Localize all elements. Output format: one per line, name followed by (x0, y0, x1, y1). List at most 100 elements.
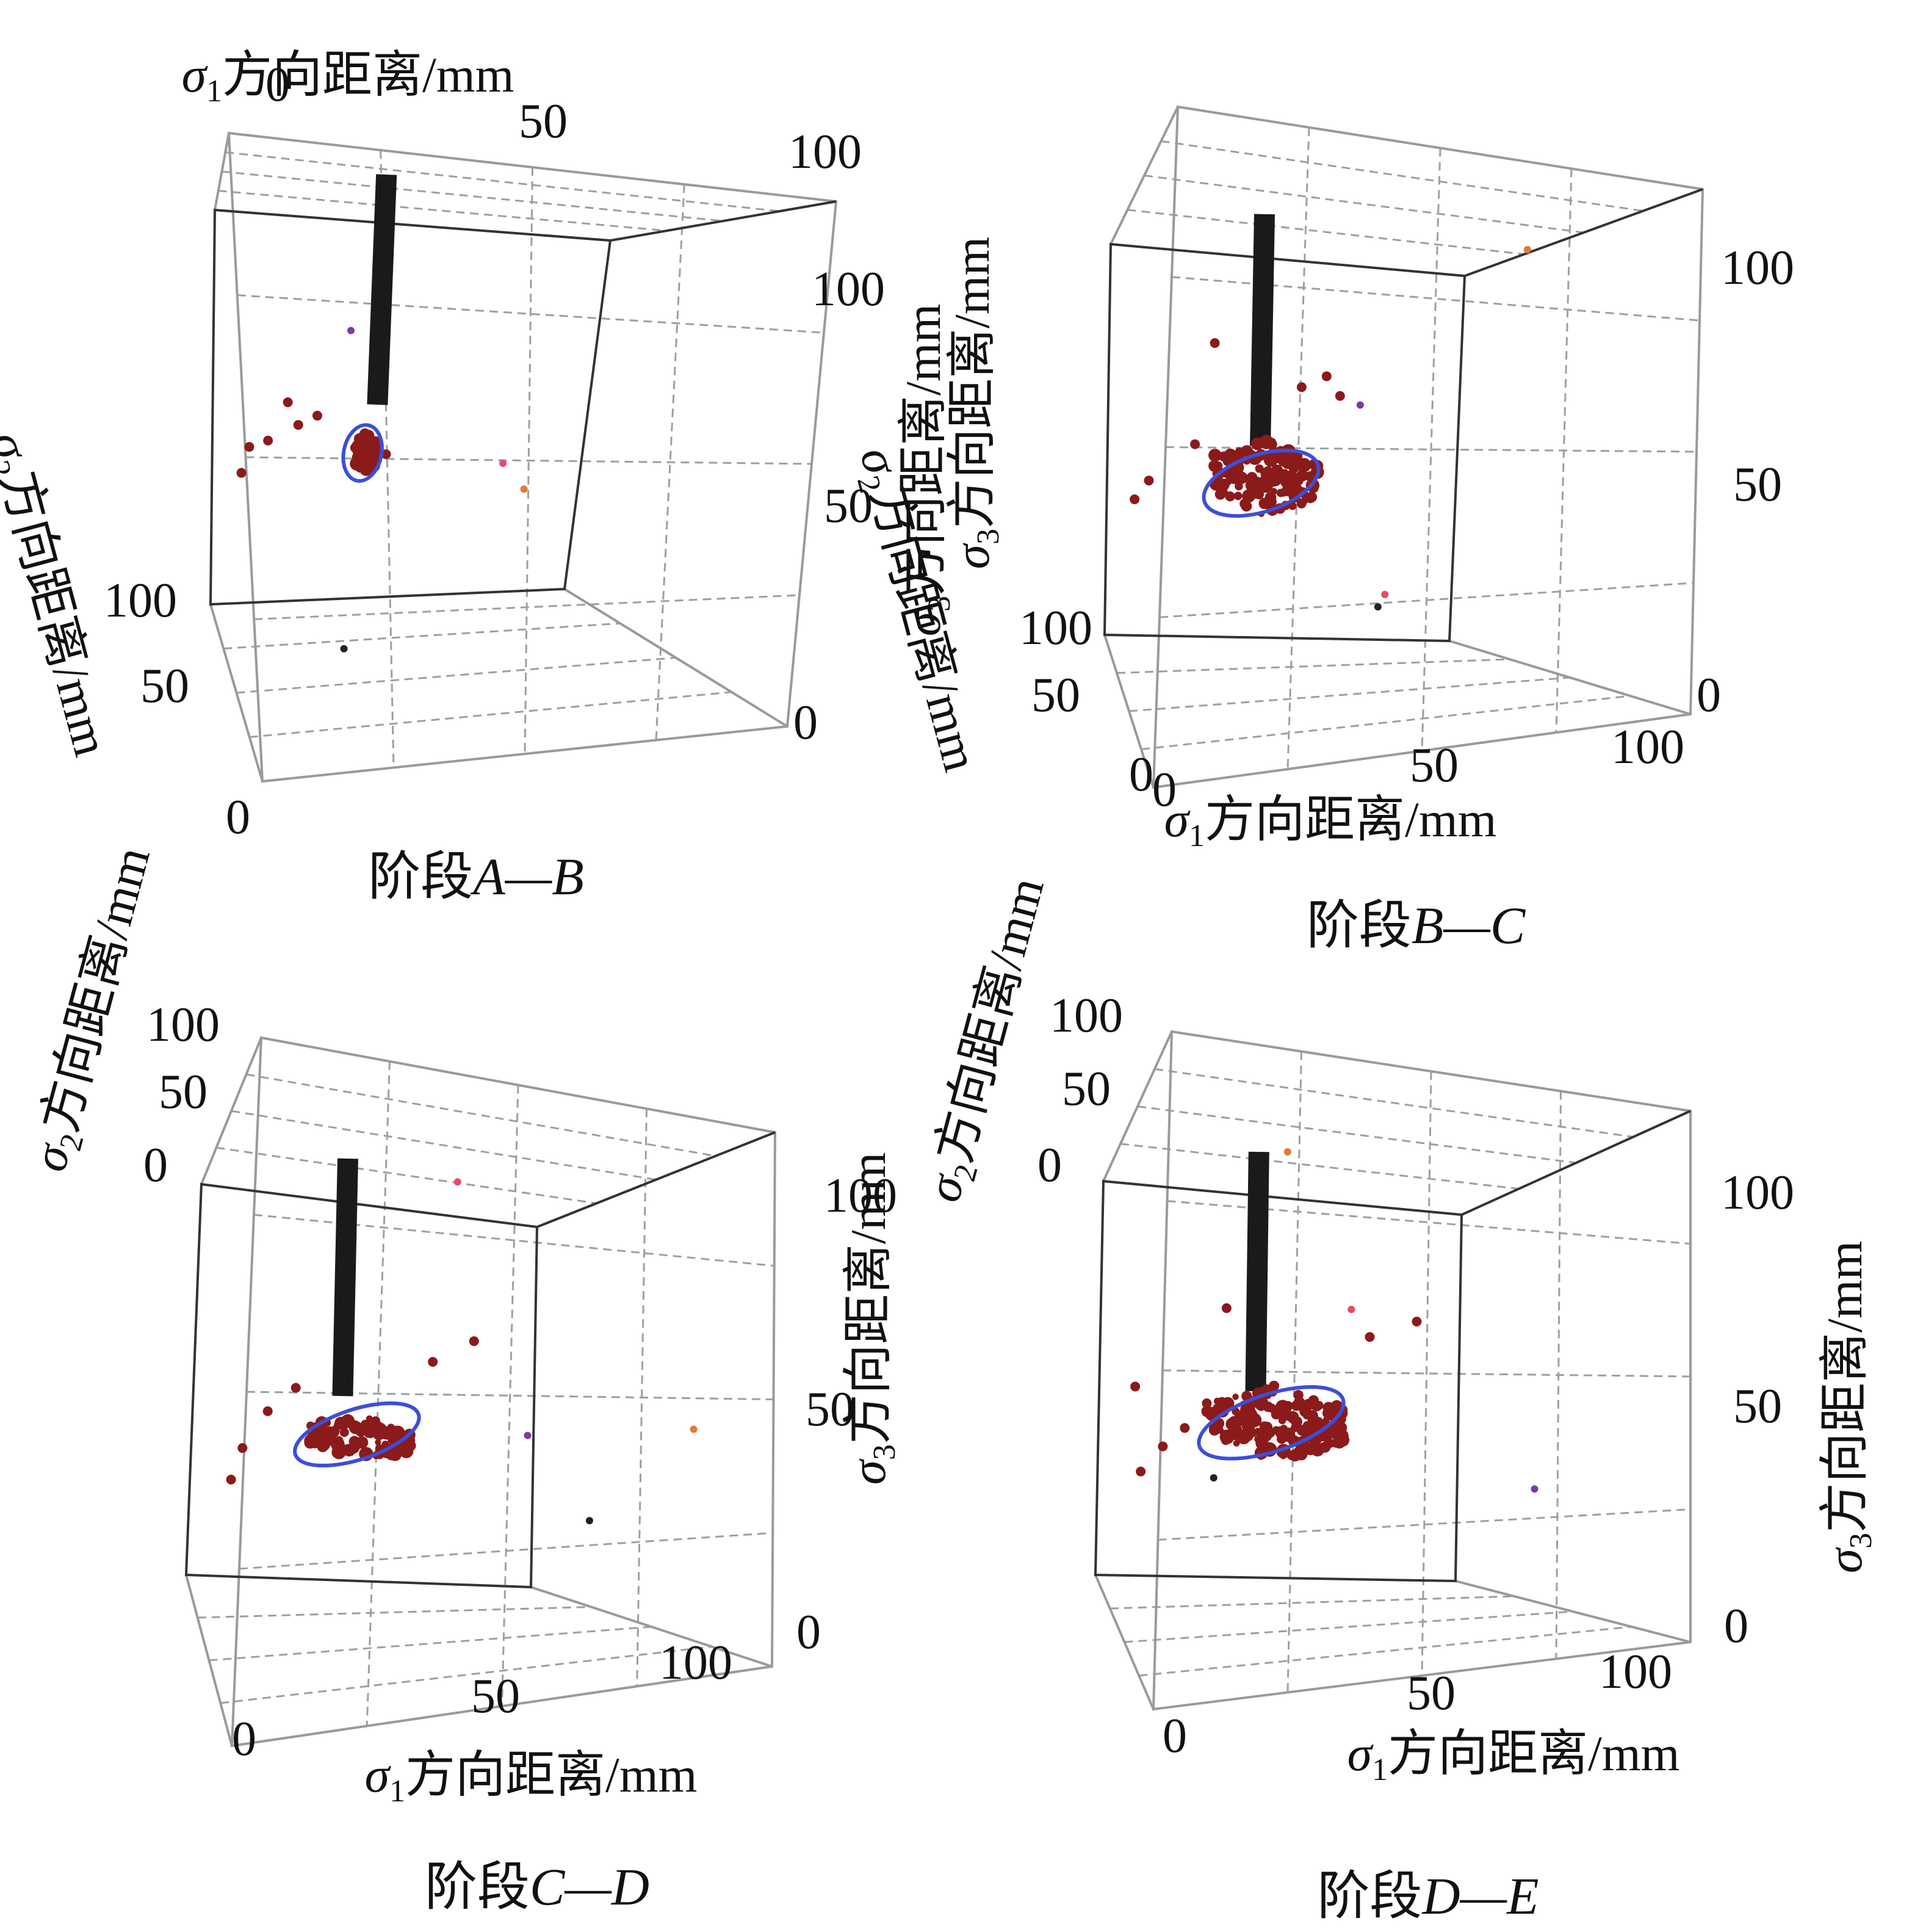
box-depth-edge (610, 200, 837, 242)
grid-line (1171, 276, 1700, 322)
event-point (1130, 1381, 1141, 1392)
caption-stage: C—D (530, 1858, 649, 1916)
event-point (371, 1416, 380, 1426)
tick-label-z: 100 (1721, 241, 1794, 295)
axis-label-text: 方向距离/mm (1817, 1241, 1872, 1533)
tick-label-y: 100 (146, 998, 220, 1052)
stray-point (1283, 1148, 1291, 1156)
event-point (1335, 391, 1345, 401)
axis-label-text: 方向距离/mm (1205, 792, 1496, 847)
tick-label-y: 100 (1019, 601, 1092, 655)
grid-line (366, 1061, 391, 1726)
event-point (1337, 1428, 1347, 1438)
caption-prefix: 阶段 (425, 1858, 530, 1916)
stray-point (1531, 1485, 1539, 1493)
event-point (1259, 1429, 1272, 1442)
grid-line (1128, 676, 1570, 712)
panel-caption: 阶段C—D (425, 1858, 649, 1916)
grid-line (1286, 127, 1310, 770)
tick-label-z: 0 (796, 1605, 821, 1659)
sigma-symbol: σ (1164, 792, 1191, 847)
grid-line (246, 1073, 716, 1157)
grid-line (249, 691, 732, 738)
tick-label-z: 100 (824, 1169, 897, 1223)
event-point (315, 1425, 330, 1439)
tick-label-x: 100 (1611, 720, 1684, 774)
event-point (1297, 471, 1305, 478)
event-point (364, 439, 372, 446)
stray-point (499, 459, 507, 467)
axis-label-sigma2: σ2方向距离/mm (0, 426, 120, 763)
event-point (1251, 437, 1264, 450)
tick-label-z: 100 (812, 262, 885, 316)
event-point (1233, 491, 1243, 501)
event-point (244, 442, 254, 452)
stray-point (1347, 1306, 1355, 1314)
event-point (1255, 464, 1264, 473)
tick-label-x: 100 (788, 125, 862, 179)
sigma-subscript: 1 (1372, 1753, 1388, 1787)
grid-line (1141, 695, 1631, 750)
axis-label-text: 方向距离/mm (944, 237, 1000, 529)
tick-label-y: 0 (1037, 1138, 1062, 1192)
event-point (1214, 488, 1226, 500)
event-point (1251, 476, 1263, 488)
grid-line (216, 1146, 597, 1204)
grid-line (236, 657, 676, 694)
stray-point (1523, 245, 1531, 253)
stray-point (1381, 590, 1389, 598)
panel-caption: 阶段A—B (368, 847, 584, 906)
box-depth-edge (214, 132, 230, 211)
axis-label-sigma1: σ1方向距离/mm (1164, 792, 1497, 853)
event-point (312, 410, 322, 421)
tick-label-x: 0 (232, 1712, 256, 1766)
event-point (1130, 494, 1140, 504)
grid-line (1109, 1595, 1515, 1610)
tick-label-z: 0 (1724, 1599, 1748, 1653)
sigma-symbol: σ (182, 47, 209, 103)
axis-label-text: 方向距离/mm (31, 841, 161, 1138)
event-point (1269, 1380, 1280, 1391)
event-point (388, 1448, 402, 1461)
box-front-face (209, 208, 612, 606)
event-point (1224, 448, 1237, 461)
tick-label-z: 50 (806, 1383, 854, 1436)
stray-point (690, 1425, 698, 1433)
tick-label-y: 50 (159, 1065, 207, 1119)
event-point (1324, 1435, 1332, 1444)
event-point (388, 1435, 397, 1444)
tick-label-x: 50 (519, 95, 568, 148)
box-depth-edge (1109, 106, 1179, 245)
event-point (262, 1406, 273, 1416)
grid-line (636, 1109, 648, 1687)
axis-label-text: 方向距离/mm (222, 47, 514, 103)
event-point (1275, 1400, 1290, 1414)
tick-label-x: 100 (659, 1636, 732, 1690)
stray-point (1210, 1474, 1218, 1482)
caption-prefix: 阶段 (1307, 896, 1412, 955)
grid-line (197, 1606, 591, 1619)
event-point (428, 1357, 438, 1367)
grid-line (1137, 1105, 1576, 1164)
event-point (1322, 1402, 1335, 1414)
box-depth-edge (209, 604, 264, 782)
event-point (1235, 482, 1243, 491)
event-marks (226, 174, 1539, 1525)
axis-label-text: 方向距离/mm (925, 872, 1055, 1168)
event-point (1239, 498, 1250, 509)
sigma-symbol: σ (944, 542, 1000, 569)
event-point (1213, 1397, 1221, 1405)
grid-line (239, 1532, 773, 1570)
tick-label-x: 0 (1163, 1709, 1187, 1763)
event-point (1158, 1441, 1168, 1452)
event-point (1308, 1419, 1319, 1431)
stray-point (1374, 603, 1382, 611)
caption-prefix: 阶段 (368, 847, 473, 906)
event-point (1297, 458, 1311, 472)
grid-line (1144, 175, 1584, 234)
grid-line (231, 1110, 657, 1181)
event-point (1221, 1303, 1232, 1314)
grid-line (501, 1085, 519, 1707)
tick-label-y: 50 (1031, 668, 1080, 722)
box-depth-edge (1449, 640, 1691, 715)
